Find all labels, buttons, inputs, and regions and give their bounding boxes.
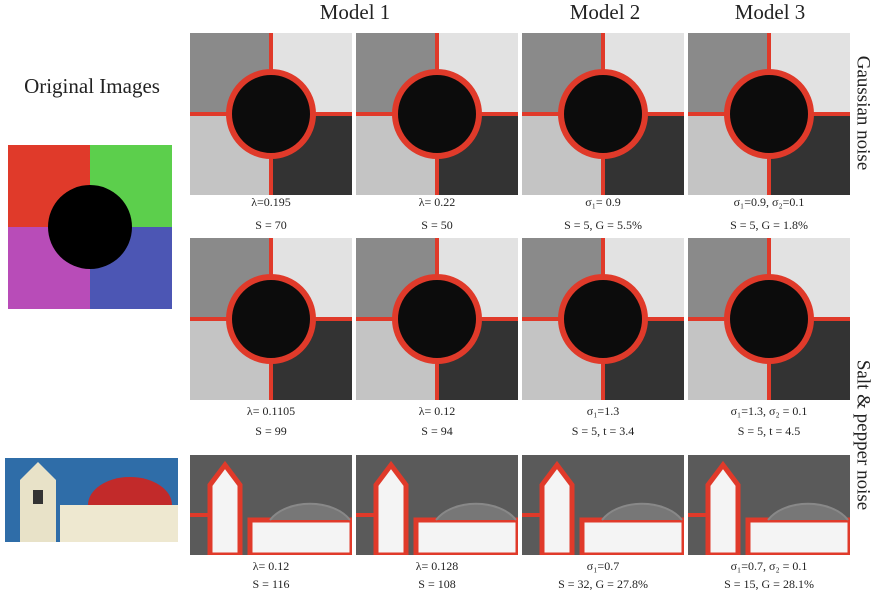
parameter-caption: S = 108	[418, 577, 455, 591]
parameter-caption: S = 15, G = 28.1%	[724, 577, 814, 591]
parameter-caption: σ₁=1.3	[587, 404, 619, 418]
column-header: Model 1	[320, 0, 391, 24]
column-header: Model 2	[570, 0, 641, 24]
result-image	[522, 33, 684, 195]
result-image	[190, 238, 352, 400]
figure: Original Images λ=0.195 S = 70 λ= 0.22 S = …	[0, 0, 878, 594]
parameter-caption: σ₁=0.9, σ₂=0.1	[734, 195, 805, 209]
result-image	[522, 238, 684, 400]
parameter-caption: σ₁=0.7, σ₂ = 0.1	[731, 559, 808, 573]
parameter-caption: S = 5, t = 4.5	[738, 424, 801, 438]
parameter-caption: S = 50	[421, 218, 452, 232]
parameter-caption: S = 5, G = 1.8%	[730, 218, 808, 232]
parameter-caption: λ=0.195	[251, 195, 291, 209]
parameter-caption: λ= 0.12	[419, 404, 456, 418]
result-image	[688, 455, 850, 555]
result-image	[356, 33, 518, 195]
parameter-caption: σ₁=0.7	[587, 559, 619, 573]
result-image	[522, 455, 684, 555]
result-image	[356, 238, 518, 400]
parameter-caption: S = 70	[255, 218, 286, 232]
result-grid: λ=0.195 S = 70 λ= 0.22 S = 50 σ₁= 0.9 S = 5, …	[190, 33, 850, 591]
original-church	[5, 458, 178, 542]
result-image	[688, 33, 850, 195]
column-header: Model 3	[735, 0, 806, 24]
parameter-caption: σ₁= 0.9	[585, 195, 620, 209]
parameter-caption: S = 5, G = 5.5%	[564, 218, 642, 232]
parameter-caption: S = 32, G = 27.8%	[558, 577, 648, 591]
page: { "original_label": "Original Images", "…	[0, 0, 878, 594]
parameter-caption: λ= 0.1105	[247, 404, 295, 418]
original-square	[8, 145, 172, 309]
result-image	[190, 33, 352, 195]
row-label: Gaussian noise	[853, 56, 874, 171]
parameter-caption: λ= 0.22	[419, 195, 456, 209]
row-label: Salt & pepper noise	[853, 360, 874, 510]
parameter-caption: S = 116	[253, 577, 290, 591]
result-image	[190, 455, 352, 555]
parameter-caption: λ= 0.12	[253, 559, 290, 573]
parameter-caption: S = 5, t = 3.4	[572, 424, 635, 438]
result-image	[356, 455, 518, 555]
parameter-caption: σ₁=1.3, σ₂ = 0.1	[731, 404, 808, 418]
parameter-caption: S = 99	[255, 424, 286, 438]
parameter-caption: λ= 0.128	[416, 559, 459, 573]
result-image	[688, 238, 850, 400]
parameter-caption: S = 94	[421, 424, 452, 438]
original-label: Original Images	[24, 74, 160, 98]
